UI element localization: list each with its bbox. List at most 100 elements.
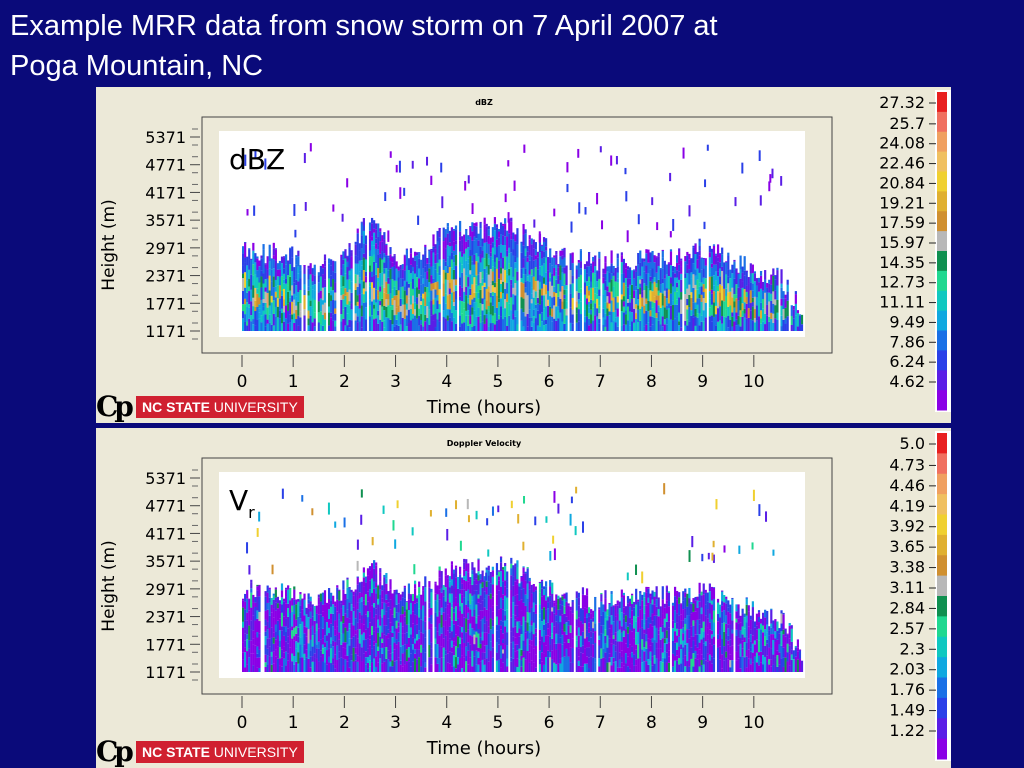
echo-cell	[297, 663, 300, 672]
echo-cell	[319, 650, 322, 657]
echo-cell	[678, 264, 681, 272]
echo-cell	[723, 273, 726, 289]
echo-cell	[475, 650, 478, 665]
echo-cell	[626, 266, 630, 270]
echo-cell	[497, 609, 501, 626]
echo-cell	[608, 603, 611, 617]
echo-cell	[471, 314, 474, 327]
echo-cell	[477, 602, 480, 616]
echo-cell	[321, 644, 325, 649]
echo-cell	[266, 638, 269, 649]
echo-cell	[450, 237, 454, 246]
echo-cell	[284, 278, 288, 284]
echo-cell	[559, 291, 562, 299]
echo-cell	[327, 627, 331, 634]
echo-cell	[473, 656, 476, 672]
echo-cell	[471, 299, 474, 308]
echo-cell	[616, 316, 619, 327]
echo-cell	[272, 593, 275, 596]
echo-cell	[293, 636, 296, 641]
echo-cell	[411, 623, 415, 638]
echo-cell	[491, 242, 494, 248]
echo-cell	[561, 605, 564, 615]
echo-cell	[297, 266, 300, 274]
echo-cell	[522, 274, 525, 284]
echo-cell	[565, 601, 568, 617]
echo-cell	[626, 278, 630, 288]
echo-cell	[487, 649, 490, 662]
echo-cell	[540, 645, 544, 653]
echo-cell	[661, 268, 664, 279]
echo-cell	[266, 307, 269, 320]
echo-cell	[635, 564, 638, 575]
echo-cell	[272, 617, 275, 633]
echo-cell	[332, 658, 335, 665]
echo-cell	[707, 552, 710, 560]
echo-cell	[504, 632, 507, 645]
echo-cell	[407, 599, 411, 610]
echo-cell	[774, 299, 777, 306]
echo-cell	[311, 289, 314, 299]
echo-cell	[557, 296, 560, 307]
echo-cell	[256, 667, 259, 672]
echo-cell	[473, 616, 476, 631]
echo-cell	[248, 249, 251, 260]
echo-cell	[354, 244, 357, 256]
echo-cell	[368, 316, 372, 322]
echo-cell	[274, 649, 277, 657]
echo-cell	[716, 621, 720, 635]
echo-cell	[598, 645, 601, 659]
echo-cell	[553, 613, 556, 627]
echo-cell	[649, 252, 652, 263]
echo-cell	[555, 604, 558, 616]
echo-cell	[467, 642, 470, 651]
echo-cell	[561, 634, 564, 645]
echo-cell	[741, 303, 744, 311]
echo-cell	[489, 571, 492, 584]
echo-cell	[630, 610, 634, 620]
echo-cell	[413, 658, 417, 672]
echo-cell	[526, 303, 529, 314]
echo-cell	[626, 666, 630, 672]
x-axis-label: Time (hours)	[426, 738, 541, 759]
x-tick-label: 8	[646, 372, 657, 392]
echo-cell	[432, 252, 435, 267]
echo-cell	[630, 595, 634, 604]
echo-cell	[301, 657, 304, 672]
echo-cell	[491, 295, 494, 306]
echo-cell	[377, 585, 380, 599]
echo-cell	[665, 298, 668, 306]
echo-cell	[651, 253, 654, 269]
echo-cell	[327, 278, 331, 293]
echo-cell	[612, 275, 615, 287]
echo-cell	[444, 318, 447, 331]
echo-cell	[268, 646, 271, 657]
echo-cell	[618, 620, 621, 625]
echo-cell	[493, 292, 497, 308]
echo-cell	[346, 304, 349, 314]
echo-cell	[508, 290, 511, 304]
echo-cell	[411, 257, 415, 267]
echo-cell	[483, 664, 486, 672]
echo-cell	[395, 660, 398, 672]
echo-cell	[364, 244, 368, 260]
echo-cell	[686, 288, 689, 299]
echo-cell	[794, 303, 797, 316]
echo-cell	[710, 634, 714, 639]
echo-cell	[757, 301, 761, 317]
echo-cell	[244, 287, 247, 299]
echo-cell	[467, 607, 470, 613]
echo-cell	[252, 644, 255, 654]
echo-cell	[244, 633, 247, 641]
colorbar-swatch	[937, 131, 947, 153]
echo-cell	[344, 249, 347, 259]
echo-cell	[252, 630, 255, 639]
echo-cell	[698, 642, 701, 650]
echo-cell	[673, 318, 677, 331]
echo-cell	[362, 577, 365, 587]
echo-cell	[530, 299, 533, 304]
echo-cell	[274, 306, 277, 317]
echo-cell	[757, 617, 761, 623]
colorbar-label: 3.65	[889, 537, 925, 556]
echo-cell	[516, 271, 519, 281]
